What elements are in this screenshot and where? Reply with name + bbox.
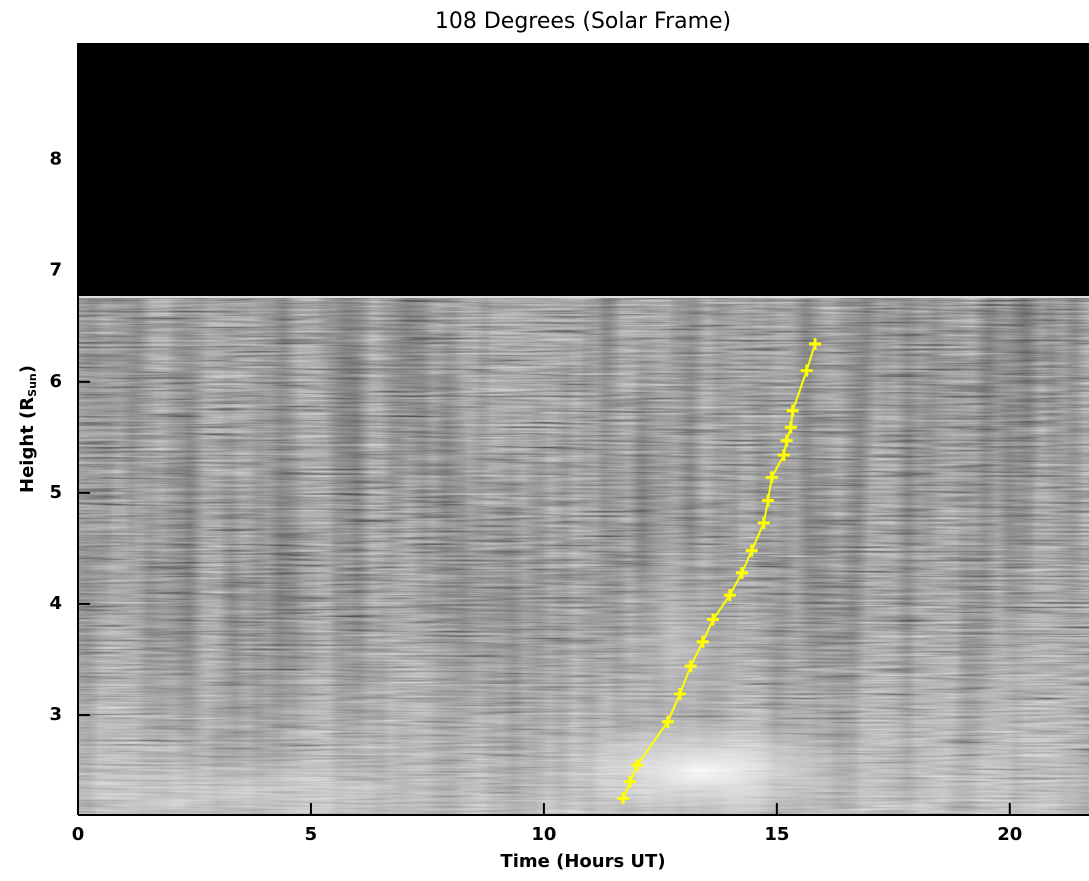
x-axis-label: Time (Hours UT) (500, 851, 665, 872)
x-tick-label: 10 (531, 824, 556, 845)
background-image (78, 43, 1089, 815)
data-point (765, 471, 778, 484)
y-tick-label: 6 (49, 371, 62, 392)
data-point (757, 516, 770, 529)
data-point (723, 589, 736, 602)
data-point (809, 338, 822, 351)
data-point (673, 687, 686, 700)
x-tick-label: 15 (764, 824, 789, 845)
y-axis-label: Height (RSun) (17, 365, 39, 493)
chart-title: 108 Degrees (Solar Frame) (435, 9, 731, 34)
data-point (745, 544, 758, 557)
y-tick-label: 7 (49, 260, 62, 281)
x-tick-label: 5 (305, 824, 318, 845)
x-tick-label: 20 (997, 824, 1022, 845)
data-point (800, 364, 813, 377)
y-tick-label: 8 (49, 149, 62, 170)
data-point (684, 660, 697, 673)
y-tick-label: 3 (49, 704, 62, 725)
data-point (735, 566, 748, 579)
data-point (661, 715, 674, 728)
data-point (707, 613, 720, 626)
data-point (786, 404, 799, 417)
x-tick-label: 0 (72, 824, 85, 845)
y-tick-label: 5 (49, 482, 62, 503)
y-tick-label: 4 (49, 593, 62, 614)
data-point (784, 421, 797, 434)
data-point (777, 449, 790, 462)
data-point (631, 759, 644, 772)
data-point (761, 494, 774, 507)
data-point (624, 775, 637, 788)
data-point (696, 635, 709, 648)
data-point (780, 434, 793, 447)
data-point (617, 792, 630, 805)
